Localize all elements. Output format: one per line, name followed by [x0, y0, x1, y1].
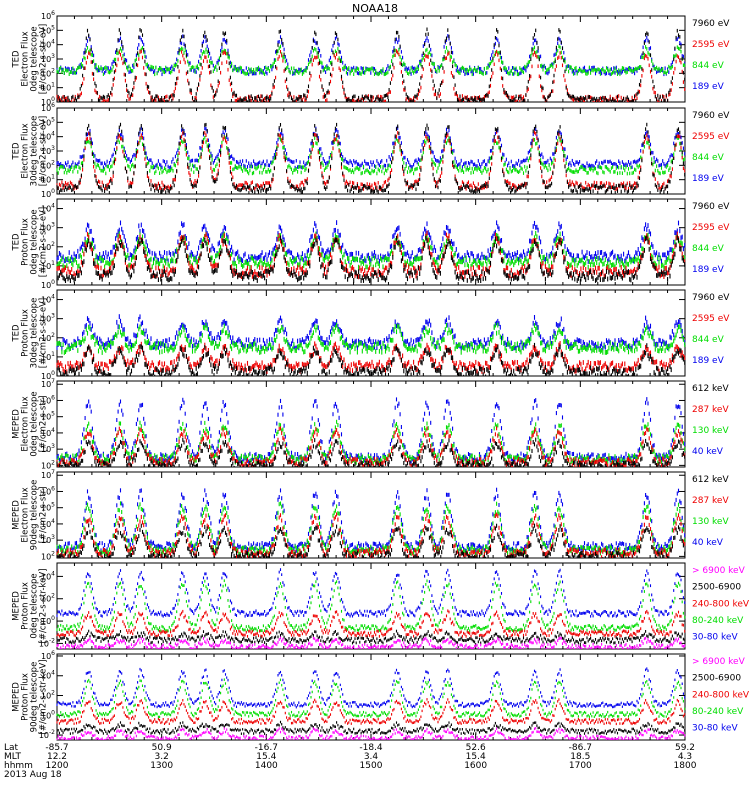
y-axis-label-line: TED [12, 233, 22, 252]
legend-label: 7960 eV [692, 202, 730, 212]
data-traces [56, 220, 686, 283]
y-tick-label: 103 [41, 53, 55, 64]
panel-1: 100 101 102 103 104 105 106 TED Electron Flux 0de… [12, 10, 731, 107]
y-axis-label-line: 30deg telescope [30, 116, 40, 187]
y-tick-label: 100 [41, 279, 55, 290]
y-tick-label: 103 [41, 222, 55, 233]
legend-label: 2595 eV [692, 223, 730, 233]
y-axis-label: TED Electron Flux 30deg telescope [#/cm2-s-… [12, 116, 49, 187]
legend-label: 844 eV [692, 61, 725, 71]
y-axis-label-line: Electron Flux [21, 31, 31, 86]
y-tick-label: 105 [41, 116, 55, 127]
y-tick-label: 104 [41, 203, 55, 214]
y-axis-label: TED Electron Flux 0deg telescope [#/cm2-s-s… [12, 24, 49, 94]
y-axis-label-line: 0deg telescope [30, 209, 40, 274]
y-tick-label: 104 [41, 131, 55, 142]
y-axis-label-line: TED [12, 50, 22, 69]
y-axis-label-line: Proton Flux [21, 218, 31, 266]
y-axis-label-line: [#/cm2-s-str-eV] [39, 116, 49, 186]
data-traces [56, 27, 686, 102]
y-tick-label: 106 [41, 10, 55, 21]
y-tick-label: 102 [41, 159, 55, 170]
y-tick-label: 101 [41, 174, 55, 185]
y-tick-label: 106 [41, 102, 55, 113]
y-tick-label: 101 [41, 260, 55, 271]
y-tick-label: 104 [41, 39, 55, 50]
y-axis-label-line: TED [12, 142, 22, 161]
y-tick-label: 103 [41, 145, 55, 156]
figure-title: NOAA18 [352, 2, 398, 15]
legend-label: 844 eV [692, 153, 725, 163]
data-traces [56, 122, 686, 194]
y-axis-label-line: [#/cm2-s-str-eV] [39, 207, 49, 277]
legend-label: 7960 eV [692, 19, 730, 29]
panel-2: 100 101 102 103 104 105 106 TED Electron Flux 30d… [12, 102, 731, 199]
y-axis-label-line: Electron Flux [21, 123, 31, 178]
y-tick-label: 101 [41, 82, 55, 93]
plot-frame [56, 15, 686, 103]
y-tick-label: 100 [41, 188, 55, 199]
legend-label: 844 eV [692, 244, 725, 254]
legend-label: 189 eV [692, 265, 725, 275]
legend-label: 2595 eV [692, 40, 730, 50]
y-tick-label: 100 [41, 96, 55, 107]
y-axis-label: TED Proton Flux 0deg telescope [#/cm2-s-str… [12, 207, 49, 277]
y-tick-label: 102 [41, 67, 55, 78]
legend-label: 7960 eV [692, 111, 730, 121]
legend-label: 189 eV [692, 82, 725, 92]
y-axis-label-line: [#/cm2-s-str-eV] [39, 24, 49, 94]
y-tick-label: 102 [41, 241, 55, 252]
y-axis-label-line: 0deg telescope [30, 26, 40, 91]
legend-label: 189 eV [692, 174, 725, 184]
y-tick-label: 105 [41, 24, 55, 35]
legend-label: 2595 eV [692, 132, 730, 142]
